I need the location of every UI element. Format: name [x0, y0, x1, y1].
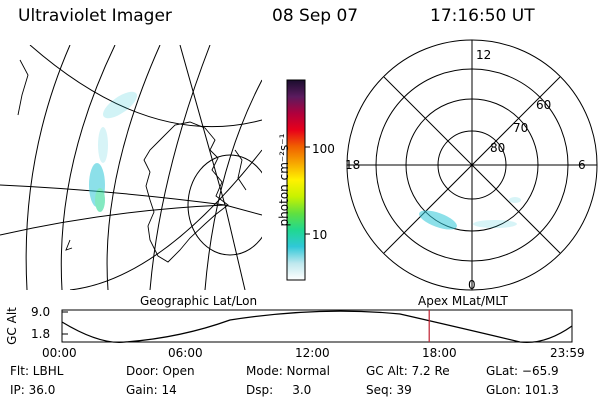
mlt-label-18: 18: [345, 158, 361, 172]
altitude-plot: [61, 309, 573, 344]
mlt-label-0: 0: [468, 278, 476, 292]
geographic-map: [0, 45, 262, 290]
info-glon: GLon: 101.3: [486, 383, 559, 397]
altitude-curve: [61, 310, 573, 344]
map-grid-line: [179, 45, 226, 206]
colorbar-fill: [286, 79, 306, 281]
right-map-label: Apex MLat/MLT: [418, 294, 508, 308]
header-time: 17:16:50 UT: [430, 6, 535, 26]
altitude-x-tick-2: 12:00: [295, 346, 330, 360]
info-dsp: Dsp: 3.0: [246, 383, 312, 397]
colorbar-tick-10: 10: [312, 228, 328, 242]
aurora-patch: [102, 91, 138, 119]
map-grid-arc: [29, 45, 262, 128]
polar-plot: [346, 39, 598, 291]
altitude-y-tick-1.8: 1.8: [31, 327, 51, 341]
altitude-y-label: GC Alt: [5, 307, 19, 345]
altitude-x-tick-0: 00:00: [42, 346, 77, 360]
info-gc-alt: GC Alt: 7.2 Re: [366, 364, 450, 378]
map-grid-arc: [60, 45, 116, 290]
info-seq: Seq: 39: [366, 383, 412, 397]
map-grid-line: [224, 204, 262, 216]
aurora-patch: [419, 210, 457, 230]
info-glat: GLat: −65.9: [486, 364, 559, 378]
info-ip: IP: 36.0: [10, 383, 56, 397]
colorbar-unit-label: photon cm⁻²s⁻¹: [277, 133, 291, 227]
colorbar-tick-100: 100: [312, 142, 335, 156]
colorbar-ticks: [305, 146, 310, 235]
altitude-x-tick-3: 18:00: [422, 346, 457, 360]
aurora-patch: [509, 197, 521, 203]
colorbar: [286, 79, 310, 281]
lat-label-70: 70: [513, 121, 529, 135]
map-grid-line: [224, 204, 246, 290]
aurora-patches: [89, 91, 138, 212]
altitude-y-tick-9: 9.0: [31, 305, 51, 319]
info-door: Door: Open: [126, 364, 195, 378]
left-map-label: Geographic Lat/Lon: [140, 294, 258, 308]
altitude-plot-frame: [61, 309, 573, 343]
polar-aurora: [419, 197, 521, 230]
map-grid-arc: [106, 45, 161, 290]
header-date: 08 Sep 07: [272, 6, 359, 26]
map-grid-line: [0, 184, 226, 206]
map-grid-arc: [204, 79, 262, 290]
info-mode: Mode: Normal: [246, 364, 330, 378]
aurora-patch: [98, 127, 108, 163]
mlt-label-6: 6: [578, 158, 586, 172]
lat-label-60: 60: [536, 98, 552, 112]
mlt-label-12: 12: [476, 48, 492, 62]
altitude-x-tick-4: 23:59: [550, 346, 585, 360]
info-flt: Flt: LBHL: [10, 364, 64, 378]
coastline: [143, 121, 229, 263]
map-grid-arc: [69, 149, 262, 290]
app-title: Ultraviolet Imager: [18, 6, 172, 26]
aurora-patch: [95, 188, 105, 212]
altitude-x-tick-1: 06:00: [168, 346, 203, 360]
lat-label-80: 80: [490, 141, 506, 155]
aurora-patch: [473, 220, 517, 228]
map-grid-arc: [25, 45, 71, 290]
map-grid-ellipse: [187, 154, 262, 256]
map-grid-arc: [149, 45, 211, 290]
coastline: [17, 59, 247, 251]
info-gain: Gain: 14: [126, 383, 177, 397]
map-grid-line: [0, 204, 226, 236]
polar-axis-diagonal: [383, 76, 561, 254]
